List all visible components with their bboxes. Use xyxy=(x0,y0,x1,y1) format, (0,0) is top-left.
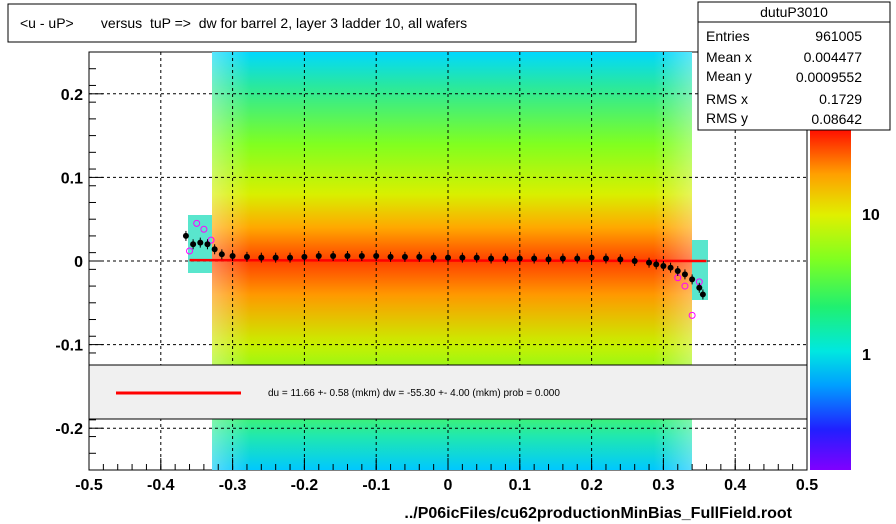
profile-point xyxy=(211,246,218,253)
colorbar-label-10: 10 xyxy=(862,207,880,224)
profile-point xyxy=(646,259,653,266)
profile-point xyxy=(204,241,211,248)
fit-legend-text: du = 11.66 +- 0.58 (mkm) dw = -55.30 +- … xyxy=(268,388,560,399)
open-profile-point xyxy=(681,282,689,290)
profile-point xyxy=(416,253,423,260)
stats-label-rms-x: RMS x xyxy=(706,91,748,107)
profile-point xyxy=(330,252,337,259)
profile-point xyxy=(602,255,609,262)
profile-point xyxy=(445,254,451,261)
profile-point xyxy=(272,254,279,261)
profile-point xyxy=(190,241,197,248)
open-profile-point xyxy=(186,247,194,255)
profile-point xyxy=(617,256,624,263)
stats-value-mean-x: 0.004477 xyxy=(804,49,863,65)
heatmap-right-tail xyxy=(692,240,708,300)
profile-point xyxy=(660,263,667,270)
profile-point xyxy=(574,255,581,262)
profile-point xyxy=(699,291,706,298)
profile-point xyxy=(653,261,660,268)
y-tick-label: 0.2 xyxy=(61,87,83,104)
stats-label-mean-y: Mean y xyxy=(706,68,752,84)
x-tick-label: 0.1 xyxy=(509,477,531,494)
x-tick-label: 0.2 xyxy=(580,477,602,494)
open-profile-point xyxy=(200,225,208,233)
stats-label-rms-y: RMS y xyxy=(706,110,748,126)
profile-point xyxy=(387,253,394,260)
x-tick-label: 0 xyxy=(444,477,453,494)
profile-point xyxy=(674,268,681,275)
profile-point xyxy=(301,253,308,260)
profile-point xyxy=(182,232,189,239)
profile-point xyxy=(667,264,674,271)
x-tick-label: -0.2 xyxy=(291,477,319,494)
x-tick-label: 0.3 xyxy=(652,477,674,494)
open-profile-point xyxy=(193,219,201,227)
title-box xyxy=(7,3,637,43)
profile-point xyxy=(531,255,538,262)
stats-frame xyxy=(697,1,891,131)
stats-value-entries: 961005 xyxy=(815,28,862,44)
profile-point xyxy=(516,255,523,262)
y-tick-label: -0.2 xyxy=(55,421,83,438)
stats-value-rms-y: 0.08642 xyxy=(811,111,862,127)
x-tick-label: 0.4 xyxy=(724,477,746,494)
profile-point xyxy=(344,252,351,259)
y-tick-label: 0 xyxy=(74,254,83,271)
profile-point xyxy=(197,239,204,246)
profile-point xyxy=(588,254,595,261)
y-tick-label: -0.1 xyxy=(55,338,83,355)
profile-point xyxy=(229,252,236,259)
stats-box: dutuP3010 Entries 961005 Mean x 0.004477… xyxy=(697,1,891,131)
colorbar xyxy=(810,130,851,470)
y-tick-label: 0.1 xyxy=(61,170,83,187)
profile-point xyxy=(218,251,225,258)
open-profile-point xyxy=(207,236,215,244)
x-tick-label: -0.4 xyxy=(147,477,175,494)
profile-point xyxy=(459,254,466,261)
profile-point xyxy=(502,255,509,262)
x-tick-label: -0.1 xyxy=(362,477,390,494)
axis-ticks: -0.5 -0.4 -0.3 -0.2 -0.1 0 0.1 0.2 0.3 0.4 0.5 0.2 0… xyxy=(55,51,818,494)
profile-point xyxy=(696,284,703,291)
stats-value-mean-y: 0.0009552 xyxy=(796,69,862,85)
colorbar-label-1: 1 xyxy=(862,347,871,364)
profile-point xyxy=(287,254,294,261)
stats-label-mean-x: Mean x xyxy=(706,49,752,65)
profile-point xyxy=(401,253,408,260)
stats-value-rms-x: 0.1729 xyxy=(819,91,862,107)
stats-name: dutuP3010 xyxy=(760,4,828,20)
profile-point xyxy=(473,254,480,261)
profile-point xyxy=(373,252,380,259)
profile-point xyxy=(315,252,322,259)
profile-point xyxy=(631,258,638,264)
chart-title: <u - uP> versus tuP => dw for barrel 2, … xyxy=(20,15,467,31)
x-tick-label: -0.3 xyxy=(219,477,247,494)
profile-layer xyxy=(182,219,706,319)
profile-point xyxy=(258,254,265,261)
profile-point xyxy=(430,254,437,261)
x-tick-label: 0.5 xyxy=(796,477,818,494)
profile-point xyxy=(243,253,250,260)
profile-point xyxy=(545,256,552,263)
x-axis-title: ../P06icFiles/cu62productionMinBias_Full… xyxy=(404,505,792,522)
profile-point xyxy=(488,255,495,262)
open-profile-point xyxy=(688,311,696,319)
stats-label-entries: Entries xyxy=(706,28,750,44)
x-tick-label: -0.5 xyxy=(75,477,103,494)
profile-point xyxy=(559,255,566,262)
profile-point xyxy=(689,276,696,283)
profile-point xyxy=(681,271,688,278)
profile-point xyxy=(358,252,365,259)
